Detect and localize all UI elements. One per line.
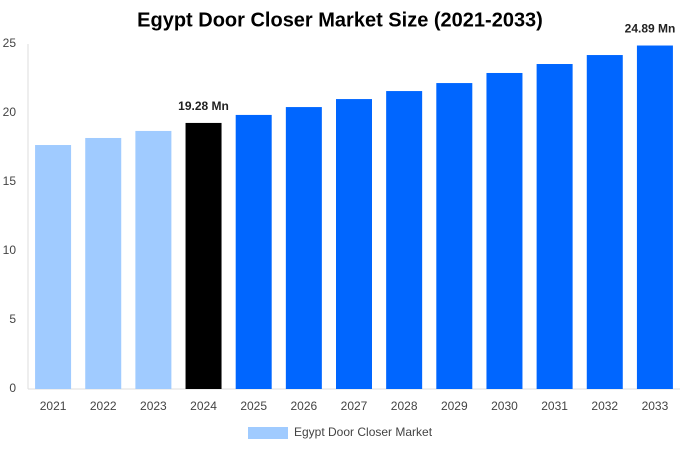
- y-tick-label: 20: [3, 105, 17, 119]
- x-tick-label: 2029: [441, 399, 468, 413]
- y-tick-label: 15: [3, 174, 17, 188]
- x-tick-label: 2021: [40, 399, 67, 413]
- x-tick-label: 2032: [591, 399, 618, 413]
- x-tick-label: 2028: [391, 399, 418, 413]
- bar: [336, 99, 372, 389]
- y-tick-label: 10: [3, 243, 17, 257]
- x-tick-label: 2033: [642, 399, 669, 413]
- bar: [586, 55, 623, 389]
- y-tick-label: 0: [9, 381, 16, 395]
- value-label: 19.28 Mn: [178, 99, 229, 113]
- bar: [35, 145, 72, 389]
- y-tick-label: 5: [9, 312, 16, 326]
- bar: [185, 122, 222, 389]
- x-tick-label: 2025: [240, 399, 267, 413]
- bar: [135, 130, 172, 389]
- y-tick-label: 25: [3, 36, 17, 50]
- bar: [285, 107, 322, 389]
- bar: [436, 83, 473, 389]
- value-label: 24.89 Mn: [625, 22, 676, 36]
- chart-title: Egypt Door Closer Market Size (2021-2033…: [137, 9, 543, 31]
- bar: [85, 137, 122, 389]
- x-tick-label: 2030: [491, 399, 518, 413]
- legend-label: Egypt Door Closer Market: [294, 425, 433, 439]
- x-tick-label: 2024: [190, 399, 217, 413]
- bar: [536, 64, 573, 389]
- bar: [386, 91, 423, 390]
- x-tick-label: 2027: [341, 399, 368, 413]
- legend-swatch: [248, 427, 288, 439]
- bar: [636, 45, 673, 389]
- x-tick-label: 2022: [90, 399, 117, 413]
- bar: [486, 72, 523, 389]
- bar: [235, 114, 272, 389]
- x-tick-label: 2026: [290, 399, 317, 413]
- x-tick-label: 2031: [541, 399, 568, 413]
- x-tick-label: 2023: [140, 399, 167, 413]
